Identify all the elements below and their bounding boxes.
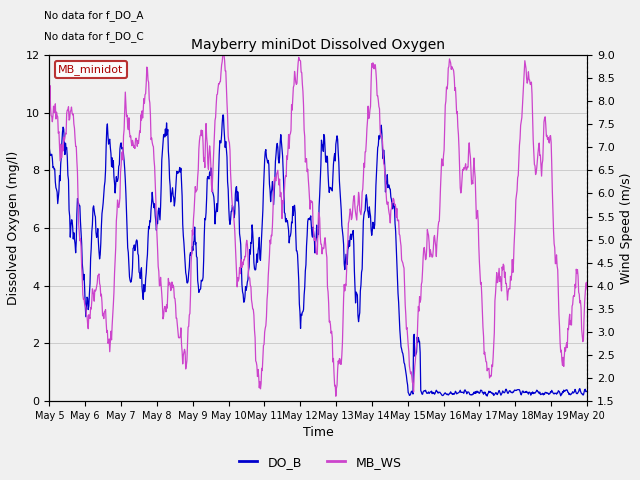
X-axis label: Time: Time — [303, 426, 333, 440]
Y-axis label: Dissolved Oxygen (mg/l): Dissolved Oxygen (mg/l) — [7, 151, 20, 305]
Text: No data for f_DO_A: No data for f_DO_A — [44, 10, 143, 21]
Text: No data for f_DO_C: No data for f_DO_C — [44, 31, 144, 42]
Title: Mayberry miniDot Dissolved Oxygen: Mayberry miniDot Dissolved Oxygen — [191, 38, 445, 52]
Legend: MB_minidot: MB_minidot — [55, 60, 127, 78]
Y-axis label: Wind Speed (m/s): Wind Speed (m/s) — [620, 172, 633, 284]
Legend: DO_B, MB_WS: DO_B, MB_WS — [234, 451, 406, 474]
